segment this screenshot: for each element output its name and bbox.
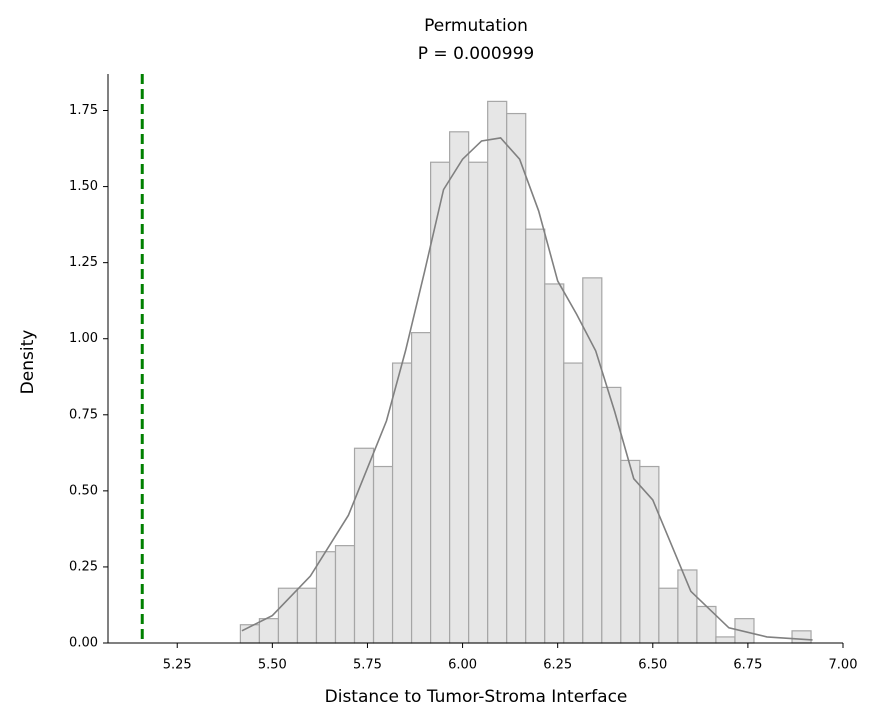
- x-tick-label: 6.50: [638, 658, 667, 673]
- histogram-bar: [563, 362, 584, 644]
- x-tick-label: 5.25: [163, 658, 192, 673]
- histogram-bar: [677, 569, 698, 644]
- x-tick-label: 5.50: [258, 658, 287, 673]
- y-tick-label: 1.25: [69, 255, 98, 270]
- x-tick-label: 6.75: [733, 658, 762, 673]
- kde-line: [241, 137, 813, 641]
- histogram-bar: [544, 283, 565, 644]
- histogram-bar: [715, 636, 736, 644]
- x-tick-label: 5.75: [353, 658, 382, 673]
- histogram-bar: [334, 545, 356, 644]
- x-tick-label: 7.00: [829, 658, 858, 673]
- y-tick-label: 1.50: [69, 179, 98, 194]
- histogram-bar: [791, 630, 812, 644]
- y-tick-label: 0.75: [69, 407, 98, 422]
- histogram-bar: [449, 131, 470, 644]
- chart-title: Permutation: [424, 16, 528, 36]
- histogram-bar: [525, 228, 546, 644]
- histogram-bar: [296, 587, 318, 644]
- y-tick-label: 1.00: [69, 331, 98, 346]
- histogram-bar: [468, 161, 489, 644]
- chart-subtitle: P = 0.000999: [418, 44, 534, 64]
- histogram-bar: [410, 332, 432, 644]
- histogram-bar: [487, 100, 508, 644]
- y-tick-label: 0.50: [69, 483, 98, 498]
- histogram-bar: [658, 587, 679, 644]
- histogram-bar: [639, 465, 660, 644]
- histogram-bar: [277, 587, 299, 644]
- histogram-bar: [315, 551, 337, 644]
- histogram-bar: [620, 459, 641, 644]
- y-tick-label: 0.00: [69, 636, 98, 651]
- x-tick-label: 6.00: [448, 658, 477, 673]
- x-axis-label: Distance to Tumor-Stroma Interface: [325, 687, 628, 707]
- histogram-bar: [372, 465, 394, 644]
- histogram-bar: [258, 618, 280, 644]
- histogram-bar: [506, 112, 527, 644]
- x-tick-label: 6.25: [543, 658, 572, 673]
- y-axis-label: Density: [18, 330, 38, 395]
- histogram-bar: [391, 362, 413, 644]
- y-tick-label: 1.75: [69, 103, 98, 118]
- y-tick-label: 0.25: [69, 559, 98, 574]
